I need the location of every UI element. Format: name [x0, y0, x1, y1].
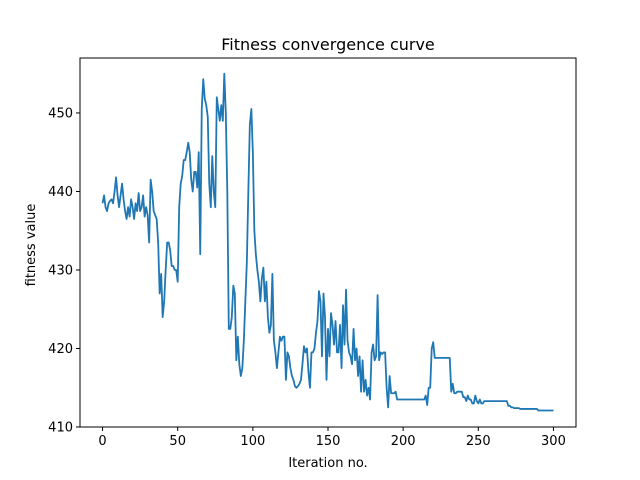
x-axis-ticks: 0 50 100 150 200 250 300 [98, 427, 566, 449]
y-tick-label: 420 [48, 342, 73, 357]
y-axis-label: fitness value [24, 204, 39, 287]
x-tick-label: 0 [98, 434, 106, 449]
y-axis-ticks: 410 420 430 440 450 [48, 106, 80, 436]
x-tick-label: 150 [316, 434, 341, 449]
y-tick-label: 440 [48, 185, 73, 200]
x-tick-label: 100 [240, 434, 265, 449]
x-axis-label: Iteration no. [288, 456, 367, 471]
plot-area: 0 50 100 150 200 250 300 410 420 430 440 450 [48, 57, 577, 449]
axes-background [80, 58, 576, 427]
x-tick-label: 50 [169, 434, 186, 449]
y-tick-label: 450 [48, 106, 73, 121]
series-layer [101, 72, 554, 412]
series-line-0 [101, 72, 554, 412]
x-tick-label: 300 [541, 434, 566, 449]
x-tick-label: 200 [391, 434, 416, 449]
chart-title: Fitness convergence curve [221, 35, 435, 54]
y-tick-label: 430 [48, 263, 73, 278]
y-tick-label: 410 [48, 421, 73, 436]
axes-frame [79, 57, 577, 428]
x-tick-label: 250 [466, 434, 491, 449]
